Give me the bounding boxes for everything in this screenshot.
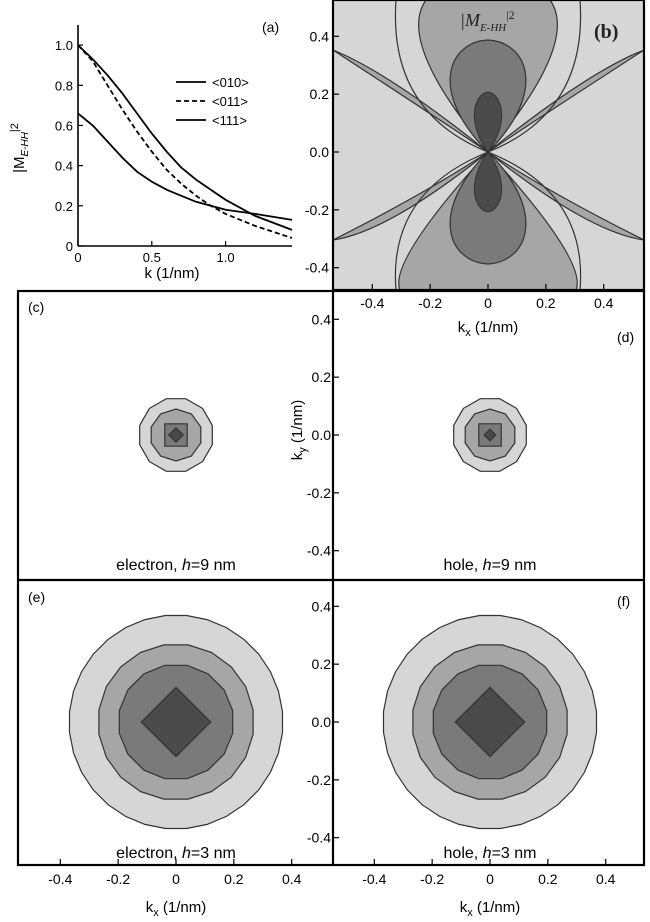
panel-e-contours [68, 614, 284, 830]
panel-e-xtick-label: 0.2 [224, 871, 244, 887]
panel-b-level-4-upper [473, 91, 503, 153]
panel-b-label: (b) [594, 21, 618, 43]
panel-f-ytick-label: 0.4 [312, 598, 332, 614]
panel-e: (e) electron, h=3 nm -0.4 -0.2 0 0.2 0.4 kx … [28, 589, 302, 919]
panel-a-series-line [77, 44, 293, 239]
panel-e-xlabel: kx (1/nm) [146, 899, 207, 919]
lower-panels-frame [16, 289, 646, 867]
panel-b-level-4-lower [473, 151, 503, 213]
panel-a-ytick-label: 0.8 [55, 78, 73, 93]
panel-f-label: (f) [617, 593, 630, 609]
panel-a: (a) 0 0.2 0.4 0.6 0.8 1.0 0 0.5 1.0 <010> <011> <11… [9, 19, 293, 282]
panel-b-annotation: |ME-HH|2 [460, 8, 515, 34]
panel-b-axis: 0.4 0.2 0.0 -0.2 -0.4 -0.4 -0.2 0 0.2 0.4 [305, 28, 614, 311]
panel-a-ytick-label: 1.0 [55, 38, 73, 53]
panel-e-axis: -0.4 -0.2 0 0.2 0.4 [48, 859, 302, 887]
panel-f-contour-level-4 [454, 686, 526, 758]
panel-a-series-line [77, 44, 293, 231]
panel-d-label: (d) [617, 329, 634, 345]
panel-f-xtick-label: -0.2 [420, 871, 444, 887]
panel-d-contour-level-4 [483, 428, 497, 442]
panel-e-caption: electron, h=3 nm [116, 845, 236, 862]
panel-a-legend-entry: <010> [212, 75, 249, 90]
panel-d-contours [453, 398, 527, 472]
panel-f-ytick-label: -0.2 [307, 772, 331, 788]
panel-frames [16, 0, 646, 867]
panel-a-xlabel: k (1/nm) [144, 265, 199, 282]
panel-f-xtick-label: 0 [486, 871, 494, 887]
panel-a-xtick-label: 0.5 [143, 250, 161, 265]
panel-a-ylabel: |ME-HH|2 [9, 123, 31, 173]
panel-e-contour-level-4 [140, 686, 212, 758]
panel-a-ytick-label: 0.6 [55, 118, 73, 133]
panel-b-xtick-label: -0.4 [360, 295, 384, 311]
panel-b-ytick-label: 0.2 [310, 86, 330, 102]
panel-f-xtick-label: 0.2 [538, 871, 558, 887]
panel-f-xtick-label: -0.4 [362, 871, 386, 887]
panel-d-caption: hole, h=9 nm [444, 557, 537, 574]
panel-f-xtick-label: 0.4 [596, 871, 616, 887]
panel-b-contours [333, 0, 644, 290]
panel-b-ytick-label: -0.4 [305, 260, 329, 276]
panel-e-xtick-label: 0 [172, 871, 180, 887]
panel-d-ylabel: ky (1/nm) [289, 400, 309, 461]
panel-e-xtick-label: 0.4 [282, 871, 302, 887]
panel-b-xtick-label: -0.2 [418, 295, 442, 311]
panel-f-caption: hole, h=3 nm [444, 845, 537, 862]
panel-f-ytick-label: 0.0 [312, 714, 332, 730]
panel-a-plot-area: 0 0.2 0.4 0.6 0.8 1.0 0 0.5 1.0 <010> <011> <111> [55, 25, 293, 265]
panel-d-ytick-label: 0.4 [312, 311, 332, 327]
panel-f-contours [382, 614, 598, 830]
panel-b-outline-lower [394, 151, 582, 290]
panel-c-contours [139, 398, 213, 472]
panel-c: (c) electron, h=9 nm [28, 299, 236, 574]
panel-b-ytick-label: 0.4 [310, 28, 330, 44]
panel-e-xtick-label: -0.2 [106, 871, 130, 887]
panel-a-ytick-label: 0.4 [55, 159, 73, 174]
panel-a-xtick-label: 0 [74, 250, 81, 265]
panel-a-label: (a) [262, 19, 279, 35]
panel-a-ytick-label: 0 [66, 239, 73, 254]
panel-d-ytick-label: -0.2 [307, 485, 331, 501]
panel-b-ytick-label: 0.0 [310, 144, 330, 160]
panel-c-caption: electron, h=9 nm [116, 557, 236, 574]
panel-d-ytick-label: 0.2 [312, 369, 332, 385]
panel-a-legend-entry: <111> [212, 113, 247, 128]
panel-b-xtick-label: 0.4 [594, 295, 614, 311]
panel-b: |ME-HH|2 (b) 0.40.20.0-0.2-0.4-0.4 -0.2 0 0… [305, 0, 644, 339]
panel-a-series-line [77, 112, 293, 221]
panel-d: (d) 0.4 0.2 0.0 -0.2 -0.4 ky (1/nm) hole, h=… [289, 311, 634, 574]
panel-b-xtick-label: 0.2 [536, 295, 556, 311]
panel-f-xlabel: kx (1/nm) [460, 899, 521, 919]
panel-d-ytick-label: -0.4 [307, 543, 331, 559]
panel-a-xtick-label: 1.0 [217, 250, 235, 265]
panel-c-label: (c) [28, 299, 44, 315]
panel-a-legend-entry: <011> [212, 94, 248, 109]
panel-b-xtick-label: 0 [484, 295, 492, 311]
panel-f: (f) hole, h=3 nm 0.4 0.2 0.0 -0.2 -0.4 -0.4 -0… [307, 593, 630, 919]
panel-e-label: (e) [28, 589, 45, 605]
panel-b-ytick-label: -0.2 [305, 202, 329, 218]
panel-f-ytick-label: -0.4 [307, 830, 331, 846]
panel-d-ytick-label: 0.0 [312, 427, 332, 443]
panel-f-ytick-label: 0.2 [312, 656, 332, 672]
panel-d-axis: 0.4 0.2 0.0 -0.2 -0.4 [307, 311, 339, 559]
panel-c-contour-level-4 [167, 426, 185, 444]
panel-f-axis: 0.4 0.2 0.0 -0.2 -0.4 -0.4 -0.2 0 0.2 0.4 [307, 598, 616, 887]
panel-b-xlabel: kx (1/nm) [458, 319, 519, 339]
panel-a-ytick-label: 0.2 [55, 199, 73, 214]
panel-e-xtick-label: -0.4 [48, 871, 72, 887]
